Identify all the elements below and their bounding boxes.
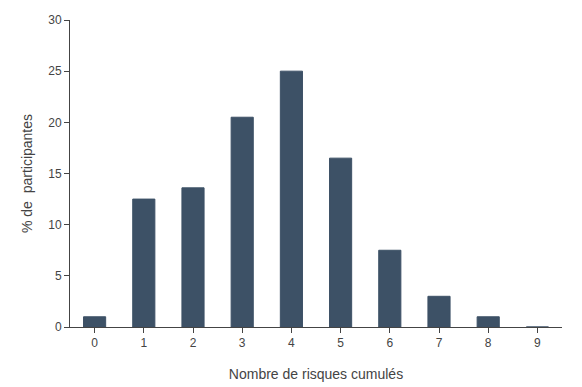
svg-text:25: 25: [48, 64, 62, 78]
svg-text:1: 1: [140, 336, 147, 350]
svg-text:30: 30: [48, 13, 62, 27]
svg-text:3: 3: [239, 336, 246, 350]
svg-text:0: 0: [91, 336, 98, 350]
svg-text:15: 15: [48, 167, 62, 181]
svg-text:4: 4: [288, 336, 295, 350]
svg-text:0: 0: [55, 320, 62, 334]
svg-text:10: 10: [48, 218, 62, 232]
svg-text:9: 9: [534, 336, 541, 350]
svg-text:20: 20: [48, 116, 62, 130]
svg-text:5: 5: [337, 336, 344, 350]
svg-text:5: 5: [55, 269, 62, 283]
svg-text:7: 7: [436, 336, 443, 350]
svg-text:2: 2: [190, 336, 197, 350]
svg-text:% de participantes: % de participantes: [19, 114, 35, 233]
svg-text:8: 8: [485, 336, 492, 350]
svg-text:Nombre de risques cumulés: Nombre de risques cumulés: [229, 366, 403, 382]
svg-text:6: 6: [386, 336, 393, 350]
